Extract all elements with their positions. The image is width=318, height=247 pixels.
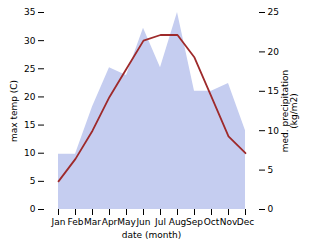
- svg-text:Jul: Jul: [154, 217, 166, 227]
- svg-text:25: 25: [24, 64, 35, 74]
- svg-text:Apr: Apr: [102, 217, 118, 227]
- svg-text:20: 20: [268, 47, 280, 57]
- svg-text:Sep: Sep: [186, 217, 203, 227]
- svg-text:Aug: Aug: [169, 217, 187, 227]
- svg-text:20: 20: [24, 92, 36, 102]
- svg-text:May: May: [117, 217, 136, 227]
- svg-text:10: 10: [24, 148, 36, 158]
- svg-text:5: 5: [30, 176, 36, 186]
- svg-text:15: 15: [24, 120, 35, 130]
- svg-text:15: 15: [268, 86, 279, 96]
- svg-text:Mar: Mar: [84, 217, 101, 227]
- svg-text:Dec: Dec: [237, 217, 254, 227]
- svg-text:date (month): date (month): [122, 230, 181, 240]
- svg-text:10: 10: [268, 126, 280, 136]
- svg-text:med. precipitation(kg/m2): med. precipitation(kg/m2): [280, 70, 299, 152]
- svg-text:25: 25: [268, 7, 279, 17]
- svg-text:max temp (C): max temp (C): [9, 80, 19, 142]
- svg-text:5: 5: [268, 165, 274, 175]
- svg-text:35: 35: [24, 7, 35, 17]
- svg-text:Jun: Jun: [135, 217, 150, 227]
- svg-text:Jan: Jan: [51, 217, 66, 227]
- svg-text:0: 0: [30, 204, 36, 214]
- svg-text:0: 0: [268, 204, 274, 214]
- svg-text:30: 30: [24, 36, 36, 46]
- svg-text:Feb: Feb: [68, 217, 84, 227]
- svg-text:Nov: Nov: [220, 217, 238, 227]
- svg-text:Oct: Oct: [204, 217, 220, 227]
